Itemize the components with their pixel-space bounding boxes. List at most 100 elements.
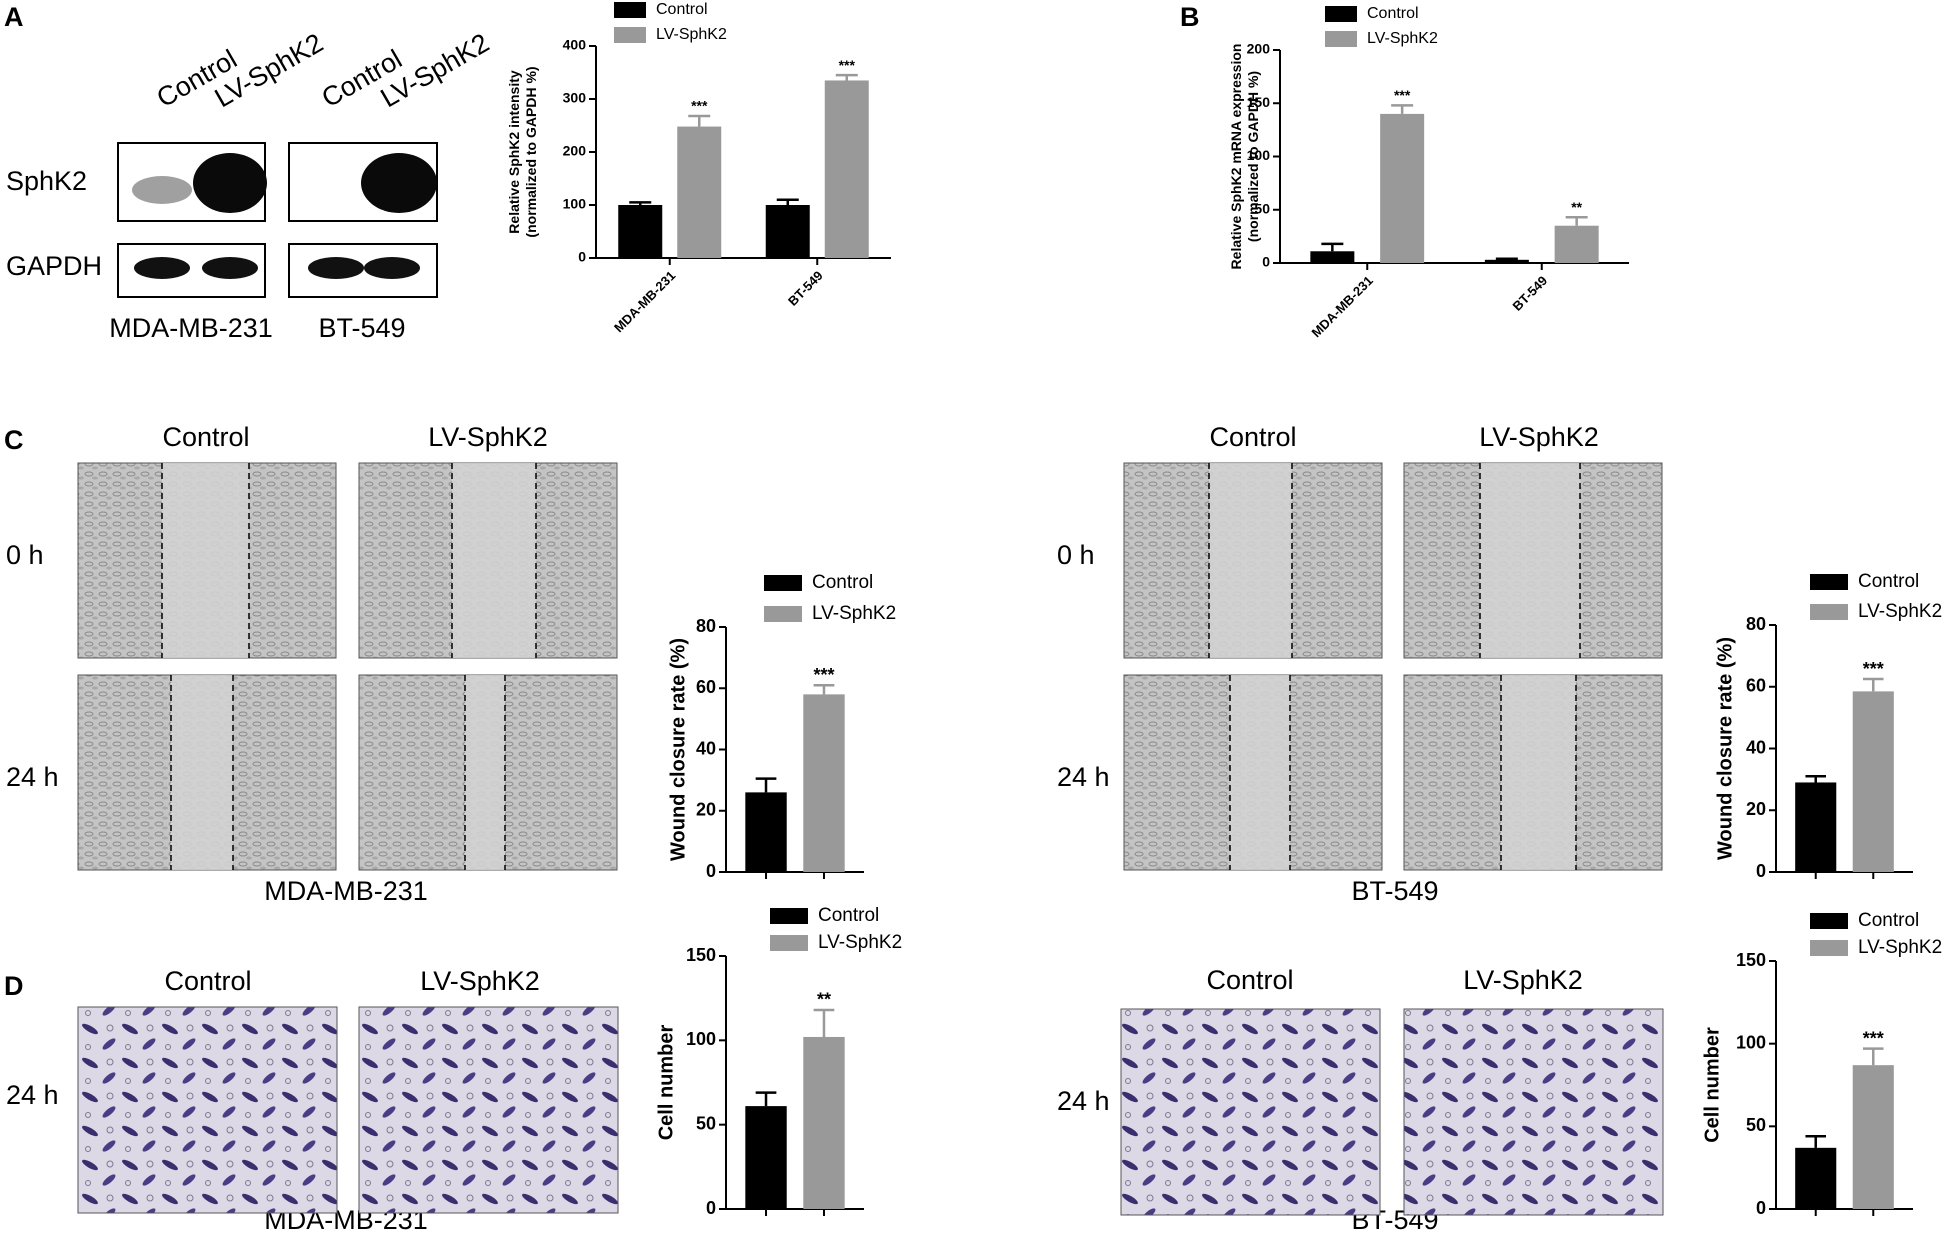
y-axis-title: Cell number [655,1024,677,1140]
bar [618,205,663,258]
micrograph [358,1006,619,1214]
significance: ** [817,990,831,1010]
y-axis-title: Cell number [1701,1027,1723,1143]
wound-gap [171,675,233,870]
y-tick-label: 60 [696,677,716,697]
panel-label: B [1180,2,1200,32]
y-tick-label: 100 [686,1029,716,1049]
error-bar [1321,242,1344,252]
y-tick-label: 0 [706,861,716,881]
error-bar [1565,215,1588,226]
x-tick-label: BT-549 [1510,273,1551,314]
y-tick-label: 40 [696,738,716,758]
legend-label: LV-SphK2 [812,603,896,624]
wound-gap [1501,675,1576,870]
column-label: Control [1206,965,1293,995]
y-tick-label: 50 [1254,200,1270,216]
row-label: 24 h [6,1080,59,1110]
error-bar [1805,775,1827,783]
y-tick-label: 150 [1247,94,1271,110]
legend-label: Control [1858,910,1919,931]
x-tick-label: MDA-MB-231 [1309,273,1376,340]
y-tick-label: 50 [1746,1115,1766,1135]
error-bar [688,114,711,127]
legend-swatch [1325,6,1357,22]
error-bar [813,1008,835,1037]
x-tick-label: MDA-MB-231 [611,268,678,335]
micrograph [77,1006,338,1214]
panel-label: D [4,971,24,1001]
legend-label: Control [812,572,873,593]
y-tick-label: 0 [1756,1198,1766,1218]
micrograph [1120,1008,1381,1216]
column-label: Control [164,966,251,996]
legend-label: LV-SphK2 [656,26,727,43]
error-bar [1391,104,1414,114]
error-bar [1805,1135,1827,1148]
y-tick-label: 150 [1736,950,1766,970]
bar [1795,782,1837,872]
significance: *** [1863,1028,1884,1048]
y-tick-label: 200 [563,143,587,159]
wound-gap [1209,463,1292,658]
error-bar [776,198,799,205]
legend-swatch [770,935,808,951]
wound-gap [465,675,505,870]
legend-swatch [1810,574,1848,590]
legend-swatch [764,606,802,622]
y-tick-label: 20 [696,800,716,820]
y-tick-label: 80 [1746,614,1766,634]
y-tick-label: 0 [1756,861,1766,881]
y-tick-label: 100 [1247,147,1271,163]
y-tick-label: 100 [563,196,587,212]
error-bar [1495,257,1518,260]
legend-label: LV-SphK2 [1367,30,1438,47]
legend-label: Control [1367,5,1419,22]
significance: *** [1394,87,1411,103]
y-tick-label: 100 [1736,1032,1766,1052]
wound-gap [1230,675,1290,870]
legend-label: LV-SphK2 [1858,601,1942,622]
error-bar [755,777,777,793]
legend-swatch [770,908,808,924]
error-bar [1862,677,1884,692]
column-label: LV-SphK2 [1463,965,1583,995]
y-tick-label: 0 [578,249,586,265]
legend-swatch [1810,940,1848,956]
legend-swatch [1810,604,1848,620]
error-bar [629,201,652,205]
micrograph [1403,1008,1664,1216]
error-bar [755,1091,777,1107]
blot-band [202,257,258,279]
legend-swatch [1325,31,1357,47]
legend-label: Control [818,905,879,926]
bar [1380,113,1425,264]
legend-label: LV-SphK2 [818,932,902,953]
error-bar [1862,1047,1884,1066]
blot-band [134,257,190,279]
y-axis-title: (normalized to GAPDH %) [1245,71,1261,242]
row-label: 0 h [6,540,44,570]
y-tick-label: 60 [1746,676,1766,696]
y-tick-label: 200 [1247,41,1271,57]
y-axis-title: Wound closure rate (%) [1714,637,1736,860]
bar [745,792,787,872]
y-axis-title: Relative SphK2 intensity [506,70,522,234]
y-tick-label: 20 [1746,799,1766,819]
blot-band [132,176,192,204]
column-label: Control [1209,422,1296,452]
bar [1484,259,1529,263]
y-tick-label: 40 [1746,737,1766,757]
y-tick-label: 50 [696,1113,716,1133]
bar [1795,1147,1837,1209]
bar [1310,251,1355,263]
blot-band [361,153,437,213]
error-bar [835,73,858,81]
significance: ** [1571,199,1582,215]
y-axis-title: Wound closure rate (%) [667,638,689,861]
y-tick-label: 150 [686,945,716,965]
bar [1554,225,1599,263]
bar [824,80,869,258]
row-label: 24 h [6,762,59,792]
row-label: SphK2 [6,166,87,196]
